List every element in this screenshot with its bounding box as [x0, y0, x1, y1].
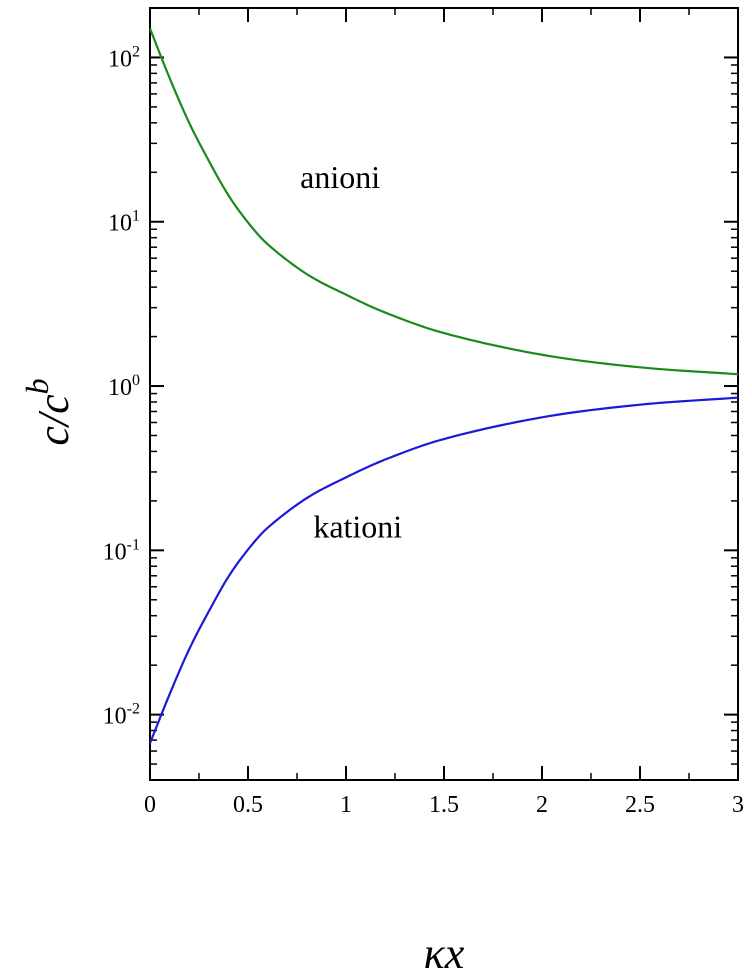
x-tick-label: 0 — [144, 792, 156, 818]
y-tick-label: 101 — [108, 208, 140, 237]
y-tick-label: 10-2 — [103, 701, 140, 730]
y-axis-title-base: c/c — [29, 394, 78, 446]
y-axis-title-sup: b — [19, 378, 55, 394]
x-tick-label: 1.5 — [429, 792, 459, 818]
y-axis-title: c/cb — [19, 378, 78, 445]
series-line-kationi — [148, 396, 739, 744]
x-axis-title: κx — [424, 929, 465, 973]
y-tick-exp: -2 — [127, 701, 140, 718]
y-tick-label: 102 — [108, 43, 140, 72]
y-tick-base: 10 — [103, 704, 127, 730]
y-tick-exp: 0 — [132, 372, 140, 389]
annotation-anioni: anioni — [300, 159, 380, 195]
x-tick-label: 2.5 — [625, 792, 655, 818]
y-tick-base: 10 — [108, 46, 132, 72]
annotations: anioni kationi — [300, 159, 402, 544]
annotation-kationi: kationi — [313, 508, 402, 544]
plot-area — [149, 7, 739, 781]
y-tick-label: 10-1 — [103, 536, 140, 565]
y-tick-base: 10 — [108, 375, 132, 401]
y-tick-base: 10 — [108, 211, 132, 237]
x-tick-label: 1 — [340, 792, 352, 818]
y-tick-exp: 2 — [132, 43, 140, 60]
series-line-anioni — [148, 28, 739, 376]
y-tick-exp: -1 — [127, 536, 140, 553]
series-layer — [148, 28, 739, 744]
x-tick-label: 2 — [536, 792, 548, 818]
x-axis-ticks: 0 0.5 1 1.5 2 2.5 3 — [144, 8, 744, 818]
x-tick-label: 0.5 — [233, 792, 263, 818]
y-tick-base: 10 — [103, 539, 127, 565]
y-tick-exp: 1 — [132, 208, 140, 225]
y-tick-label: 100 — [108, 372, 140, 401]
x-tick-label: 3 — [732, 792, 744, 818]
